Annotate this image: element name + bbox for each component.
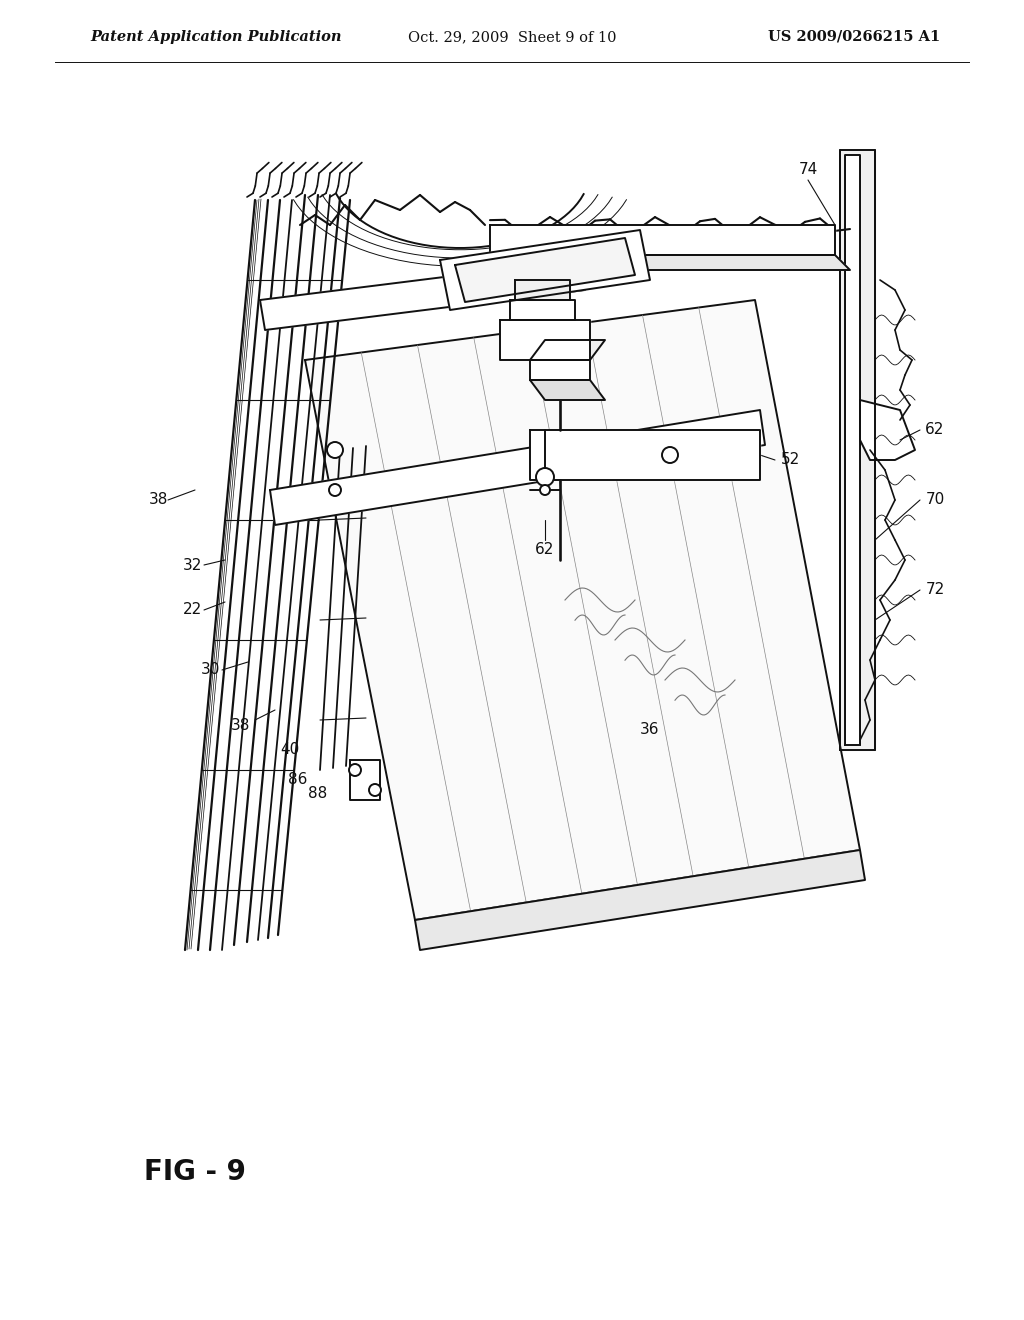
Polygon shape (270, 411, 765, 525)
Circle shape (349, 764, 361, 776)
Polygon shape (515, 280, 570, 300)
Polygon shape (845, 154, 860, 744)
Polygon shape (455, 238, 635, 302)
Polygon shape (860, 400, 915, 459)
Text: 62: 62 (536, 543, 555, 557)
Circle shape (329, 484, 341, 496)
Text: FIG - 9: FIG - 9 (144, 1158, 246, 1185)
Polygon shape (500, 319, 590, 360)
Circle shape (369, 784, 381, 796)
Polygon shape (305, 300, 860, 920)
Polygon shape (260, 260, 585, 330)
Text: 40: 40 (281, 742, 300, 758)
Text: 70: 70 (926, 492, 944, 507)
Polygon shape (490, 224, 835, 255)
Polygon shape (490, 255, 850, 271)
Polygon shape (415, 850, 865, 950)
Text: 22: 22 (182, 602, 202, 618)
Text: US 2009/0266215 A1: US 2009/0266215 A1 (768, 30, 940, 44)
Polygon shape (530, 360, 590, 380)
Polygon shape (530, 380, 605, 400)
Text: 36: 36 (640, 722, 659, 738)
Text: Patent Application Publication: Patent Application Publication (90, 30, 341, 44)
Text: 52: 52 (780, 453, 800, 467)
Text: 30: 30 (201, 663, 220, 677)
Circle shape (327, 442, 343, 458)
Text: 38: 38 (230, 718, 250, 733)
Circle shape (540, 484, 550, 495)
Polygon shape (350, 760, 380, 800)
Polygon shape (530, 341, 605, 360)
Polygon shape (510, 300, 575, 319)
Polygon shape (440, 230, 650, 310)
Text: 88: 88 (308, 785, 328, 800)
Polygon shape (840, 150, 874, 750)
Text: 74: 74 (799, 162, 817, 177)
Text: 32: 32 (182, 557, 202, 573)
Circle shape (662, 447, 678, 463)
Circle shape (536, 469, 554, 486)
Text: 62: 62 (926, 422, 945, 437)
Text: 72: 72 (926, 582, 944, 598)
Text: Oct. 29, 2009  Sheet 9 of 10: Oct. 29, 2009 Sheet 9 of 10 (408, 30, 616, 44)
Polygon shape (530, 430, 760, 480)
Text: 38: 38 (148, 492, 168, 507)
Text: 86: 86 (289, 772, 307, 788)
